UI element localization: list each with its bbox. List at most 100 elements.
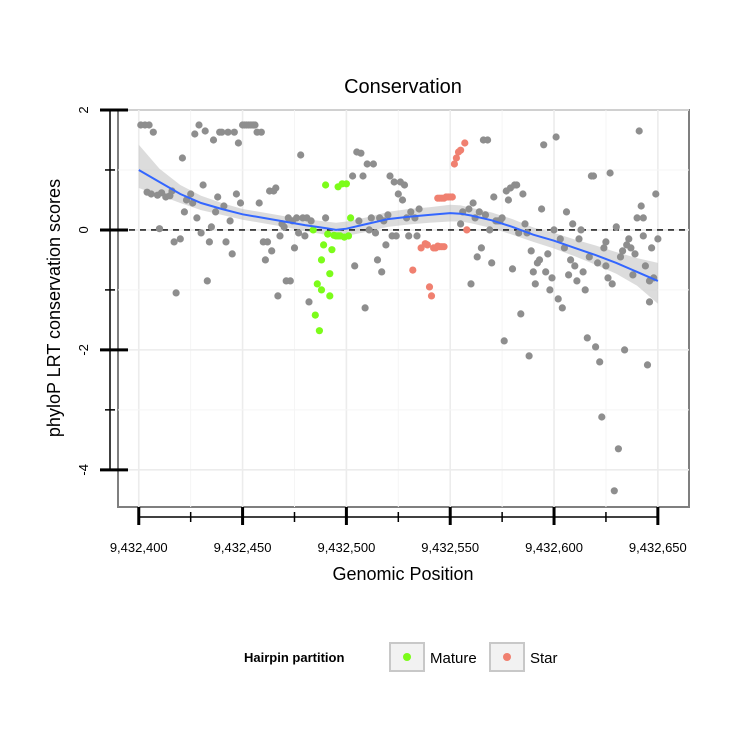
data-point-other: [554, 295, 562, 303]
data-point-other: [538, 205, 546, 213]
data-point-mature: [313, 280, 321, 288]
data-point-other: [600, 244, 608, 252]
chart-title: Conservation: [344, 76, 462, 98]
data-point-other: [513, 181, 521, 189]
data-point-other: [257, 128, 265, 136]
data-point-other: [236, 199, 245, 207]
data-point-other: [226, 217, 234, 225]
data-point-other: [290, 244, 299, 252]
data-point-other: [400, 181, 409, 189]
data-point-other: [606, 169, 614, 177]
x-axis: 9,432,400 9,432,450 9,432,500 9,432,550 9,43…: [110, 507, 687, 555]
data-point-other: [486, 226, 494, 234]
data-point-other: [519, 190, 527, 198]
data-point-other: [585, 253, 593, 261]
data-point-other: [525, 352, 533, 360]
data-point-other: [614, 445, 623, 453]
y-tick-label: -4: [76, 464, 91, 476]
data-point-other: [498, 214, 506, 222]
data-point-other: [465, 205, 473, 213]
legend-label-star: Star: [530, 650, 558, 667]
data-point-other: [643, 361, 652, 369]
data-point-other: [413, 232, 421, 240]
data-point-other: [552, 133, 560, 141]
data-point-other: [504, 196, 512, 204]
data-point-other: [207, 223, 215, 231]
data-point-other: [230, 128, 238, 136]
data-point-other: [508, 265, 517, 273]
data-point-other: [187, 190, 195, 198]
data-point-other: [178, 154, 186, 162]
data-point-other: [415, 205, 423, 213]
data-point-other: [371, 229, 380, 237]
data-point-other: [301, 232, 309, 240]
data-point-other: [581, 286, 589, 294]
data-point-other: [550, 226, 558, 234]
data-point-other: [228, 250, 236, 258]
data-point-other: [394, 190, 402, 198]
data-point-other: [201, 127, 209, 135]
data-point-other: [583, 334, 591, 342]
data-point-other: [220, 202, 228, 210]
x-tick-label: 9,432,600: [525, 540, 583, 555]
legend: Hairpin partition Mature Star: [244, 642, 558, 672]
data-point-star: [423, 241, 431, 249]
data-point-other: [305, 298, 313, 306]
data-point-mature: [322, 181, 330, 189]
data-point-other: [263, 238, 272, 246]
y-tick-label: -2: [76, 344, 91, 356]
data-point-other: [222, 238, 230, 246]
data-point-mature: [344, 232, 353, 240]
data-point-other: [635, 127, 643, 135]
y-axis: 2 0 -2 -4: [76, 106, 128, 476]
data-point-star: [427, 292, 436, 300]
data-point-other: [203, 277, 211, 285]
data-point-other: [286, 277, 294, 285]
data-point-other: [274, 292, 282, 300]
x-tick-label: 9,432,650: [629, 540, 687, 555]
data-point-star: [440, 243, 448, 251]
y-axis-label: phyloP LRT conservation scores: [44, 179, 64, 437]
data-point-other: [602, 262, 610, 270]
legend-label-mature: Mature: [430, 650, 477, 667]
data-point-mature: [328, 246, 336, 254]
data-point-other: [145, 121, 153, 129]
data-point-other: [349, 172, 357, 180]
data-point-other: [170, 238, 178, 246]
data-point-other: [293, 214, 301, 222]
data-point-other: [295, 229, 303, 237]
data-point-other: [612, 223, 620, 231]
data-point-other: [359, 172, 367, 180]
data-point-other: [384, 211, 392, 219]
data-point-other: [558, 304, 566, 312]
data-point-star: [409, 266, 417, 274]
data-point-other: [652, 190, 660, 198]
data-point-other: [373, 256, 382, 264]
x-tick-label: 9,432,450: [214, 540, 272, 555]
data-point-star: [463, 226, 471, 234]
data-point-other: [378, 268, 386, 276]
data-point-mature: [324, 230, 332, 238]
data-point-other: [627, 244, 635, 252]
data-point-other: [602, 238, 610, 246]
data-point-mature: [326, 270, 334, 278]
data-point-mature: [326, 292, 334, 300]
data-point-other: [355, 217, 363, 225]
data-point-other: [407, 208, 415, 216]
data-point-mature: [317, 256, 326, 264]
data-point-other: [560, 244, 569, 252]
data-point-other: [616, 253, 625, 261]
data-point-other: [212, 208, 220, 216]
data-point-other: [631, 250, 639, 258]
data-point-other: [155, 225, 164, 233]
data-point-other: [575, 235, 583, 243]
data-point-other: [147, 190, 155, 198]
data-point-star: [425, 283, 434, 291]
data-point-other: [322, 214, 330, 222]
data-point-other: [205, 238, 213, 246]
data-point-other: [172, 289, 180, 297]
data-point-other: [579, 268, 587, 276]
data-point-other: [475, 208, 483, 216]
data-point-other: [481, 211, 490, 219]
scatter-points: [137, 121, 662, 495]
